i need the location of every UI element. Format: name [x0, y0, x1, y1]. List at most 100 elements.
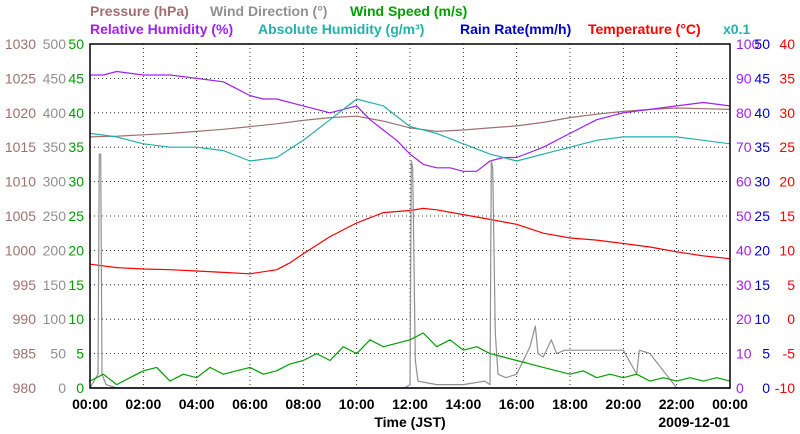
y-tick-label: 90	[736, 70, 752, 86]
y-tick-label: 100	[736, 36, 760, 52]
y-tick-label: 15	[779, 208, 795, 224]
y-tick-label: 25	[68, 208, 84, 224]
y-tick-label: 30	[736, 277, 752, 293]
y-tick-label: 1005	[5, 208, 36, 224]
x-tick-label: 22:00	[659, 396, 695, 412]
x-axis: 00:00 02:00 04:00 06:00 08:00 10:00 12:00 14:00…	[72, 396, 748, 430]
y-tick-label: 1010	[5, 174, 36, 190]
y-tick-label: 1025	[5, 70, 36, 86]
x-tick-label: 14:00	[445, 396, 481, 412]
y-tick-label: 45	[754, 70, 770, 86]
x-tick-label: 06:00	[232, 396, 268, 412]
chart-series	[89, 70, 731, 389]
y-tick-label: 40	[736, 242, 752, 258]
y-tick-label: 40	[779, 36, 795, 52]
y-tick-label: 30	[779, 105, 795, 121]
y-tick-label: 25	[754, 208, 770, 224]
y-tick-label: 15	[68, 277, 84, 293]
series-line-temperature	[89, 207, 731, 275]
plot-frame	[89, 43, 731, 389]
y-tick-label: 40	[68, 105, 84, 121]
y-tick-label: 1020	[5, 105, 36, 121]
y-tick-label: 150	[43, 277, 67, 293]
y-tick-label: 980	[13, 380, 37, 396]
y-tick-label: 50	[736, 208, 752, 224]
x-tick-label: 02:00	[125, 396, 161, 412]
y-tick-label: 15	[754, 277, 770, 293]
y-tick-label: 1015	[5, 139, 36, 155]
y-tick-label: 10	[779, 242, 795, 258]
x-tick-label: 10:00	[339, 396, 375, 412]
chart-titles: Pressure (hPa) Wind Direction (°) Wind Spe…	[90, 3, 750, 37]
y-tick-label: 0	[762, 380, 770, 396]
series-title: Rain Rate(mm/h)	[460, 21, 571, 37]
x-tick-label: 08:00	[285, 396, 321, 412]
x-tick-label: 12:00	[392, 396, 428, 412]
series-line-pressure	[89, 107, 731, 138]
y-tick-label: 35	[779, 70, 795, 86]
y-tick-label: 0	[787, 311, 795, 327]
series-title: Relative Humidity (%)	[90, 21, 233, 37]
series-title: Temperature (°C)	[588, 21, 701, 37]
series-title: x0.1	[723, 21, 750, 37]
y-tick-label: 5	[787, 277, 795, 293]
y-tick-label: 1000	[5, 242, 36, 258]
y-tick-label: 300	[43, 174, 67, 190]
y-tick-label: 60	[736, 174, 752, 190]
series-title: Wind Speed (m/s)	[350, 3, 467, 19]
y-tick-label: 45	[68, 70, 84, 86]
date-label: 2009-12-01	[658, 414, 730, 430]
series-title: Pressure (hPa)	[90, 3, 189, 19]
y-tick-label: 50	[68, 36, 84, 52]
y-tick-label: 70	[736, 139, 752, 155]
y-tick-label: 35	[68, 139, 84, 155]
y-tick-label: 40	[754, 105, 770, 121]
y-tick-label: 30	[754, 174, 770, 190]
y-tick-label: 350	[43, 139, 67, 155]
y-tick-label: 10	[754, 311, 770, 327]
x-tick-label: 18:00	[552, 396, 588, 412]
y-tick-label: -10	[775, 380, 795, 396]
y-tick-label: 0	[736, 380, 744, 396]
y-tick-label: 0	[76, 380, 84, 396]
y-tick-label: -5	[783, 346, 796, 362]
y-tick-label: 20	[779, 174, 795, 190]
x-tick-label: 20:00	[605, 396, 641, 412]
x-tick-label: 16:00	[499, 396, 535, 412]
y-tick-label: 35	[754, 139, 770, 155]
y-tick-label: 30	[68, 174, 84, 190]
y-axes: 9809859909951000100510101015102010251030…	[5, 36, 795, 396]
y-tick-label: 50	[50, 346, 66, 362]
y-tick-label: 0	[58, 380, 66, 396]
y-tick-label: 5	[762, 346, 770, 362]
y-tick-label: 10	[68, 311, 84, 327]
series-line-wind-speed	[89, 332, 731, 386]
y-tick-label: 995	[13, 277, 37, 293]
y-tick-label: 400	[43, 105, 67, 121]
y-tick-label: 985	[13, 346, 37, 362]
x-tick-label: 04:00	[179, 396, 215, 412]
y-tick-label: 20	[68, 242, 84, 258]
x-tick-label: 00:00	[72, 396, 108, 412]
y-tick-label: 20	[736, 311, 752, 327]
y-tick-label: 1030	[5, 36, 36, 52]
y-tick-label: 5	[76, 346, 84, 362]
y-tick-label: 50	[754, 36, 770, 52]
y-tick-label: 100	[43, 311, 67, 327]
y-tick-label: 500	[43, 36, 67, 52]
y-tick-label: 450	[43, 70, 67, 86]
series-title: Wind Direction (°)	[210, 3, 327, 19]
series-line-absolute-humidity-x0-1	[89, 98, 731, 162]
x-tick-label: 00:00	[712, 396, 748, 412]
y-tick-label: 20	[754, 242, 770, 258]
y-tick-label: 80	[736, 105, 752, 121]
series-line-relative-humidity	[90, 70, 731, 172]
y-tick-label: 250	[43, 208, 67, 224]
y-tick-label: 25	[779, 139, 795, 155]
series-title: Absolute Humidity (g/m³)	[258, 21, 424, 37]
y-tick-label: 10	[736, 346, 752, 362]
y-tick-label: 200	[43, 242, 67, 258]
x-axis-label: Time (JST)	[374, 414, 445, 430]
y-tick-label: 990	[13, 311, 37, 327]
